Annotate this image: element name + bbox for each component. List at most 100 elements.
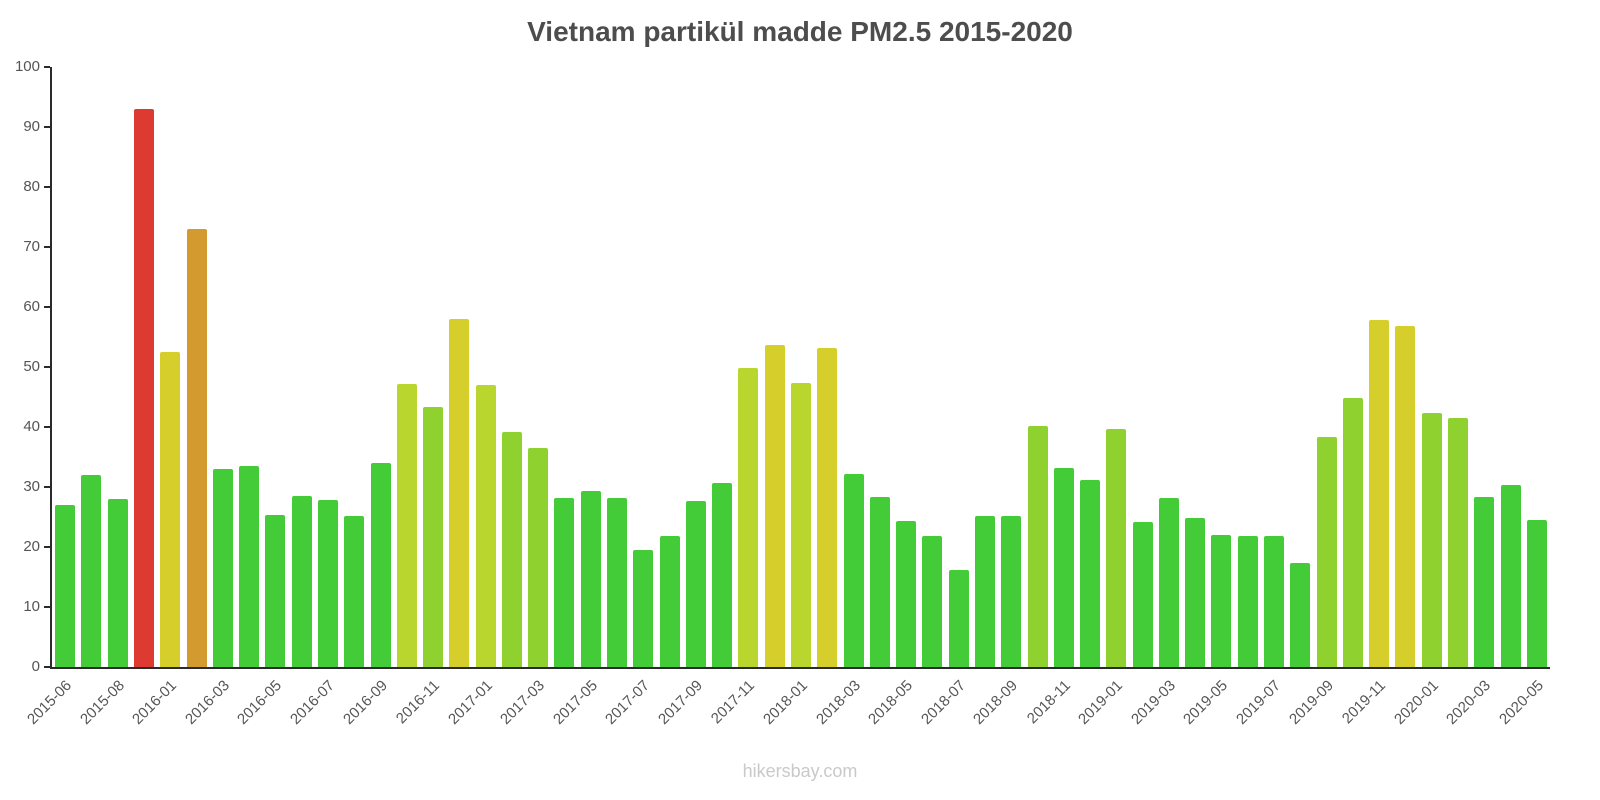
y-axis-tick-label: 100 — [14, 58, 40, 75]
y-axis-tick-label: 0 — [31, 658, 40, 675]
chart-bar — [1474, 496, 1495, 667]
chart-bar — [107, 499, 128, 667]
chart-bar — [133, 109, 154, 667]
chart-bar — [475, 385, 496, 667]
chart-bar — [239, 466, 260, 667]
x-axis-tick-label: 2016-07 — [287, 677, 338, 728]
chart-bar — [501, 431, 522, 667]
chart-bar — [1106, 428, 1127, 667]
y-axis-tick-label: 10 — [23, 598, 40, 615]
chart-bar — [791, 382, 811, 667]
chart-bar — [554, 497, 575, 667]
chart-bar — [1080, 479, 1101, 667]
chart-bar — [1185, 518, 1206, 667]
y-axis-tick-label: 80 — [23, 178, 40, 195]
y-axis-tick-label: 60 — [23, 298, 40, 315]
chart-bar — [449, 319, 470, 667]
chart-bar — [974, 515, 995, 667]
chart-bar — [1421, 412, 1442, 667]
x-axis-tick-label: 2019-03 — [1127, 677, 1179, 728]
plot-area — [50, 67, 1550, 669]
x-axis-tick-label: 2017-01 — [444, 677, 496, 728]
chart-bar — [317, 500, 338, 667]
chart-bar — [1342, 397, 1363, 667]
chart-bar — [396, 383, 417, 667]
x-axis-tick-label: 2020-01 — [1390, 677, 1442, 728]
chart-bar — [1158, 498, 1179, 667]
chart-bar — [580, 491, 601, 667]
chart-bar — [265, 515, 286, 667]
chart-bar — [1237, 536, 1258, 667]
x-axis-tick-label: 2018-05 — [865, 677, 917, 728]
chart-bar — [922, 535, 943, 667]
chart-bar — [843, 473, 864, 667]
chart-bar — [186, 229, 207, 667]
chart-bar — [817, 347, 838, 667]
chart-bar — [212, 469, 233, 667]
chart-bar — [607, 497, 628, 667]
x-axis-tick-label: 2020-05 — [1495, 677, 1547, 728]
x-axis-tick-label: 2016-01 — [129, 677, 181, 728]
chart-bar — [1053, 468, 1074, 667]
x-axis-tick-label: 2017-05 — [549, 677, 601, 728]
chart-bar — [81, 475, 102, 667]
x-axis-tick-label: 2019-07 — [1233, 677, 1285, 728]
x-axis-tick-label: 2017-03 — [497, 677, 549, 728]
chart-bar — [1395, 325, 1416, 667]
chart-bar — [738, 367, 759, 667]
y-axis-tick-label: 40 — [23, 418, 40, 435]
chart-bar — [370, 463, 391, 667]
y-axis-tick-label: 20 — [23, 538, 40, 555]
chart-bar — [1500, 484, 1521, 667]
chart-bar — [423, 407, 444, 667]
x-axis-tick-label: 2018-03 — [812, 677, 864, 728]
x-axis-tick-label: 2019-05 — [1180, 677, 1232, 728]
x-axis-tick-label: 2019-11 — [1339, 677, 1390, 728]
chart-bar — [869, 496, 890, 667]
x-axis-tick-label: 2016-09 — [339, 677, 391, 728]
chart-bar — [160, 352, 181, 667]
chart-bar — [1001, 516, 1022, 667]
x-axis-tick-label: 2016-11 — [392, 677, 444, 728]
chart-bar — [764, 344, 785, 667]
x-axis-tick-label: 2020-03 — [1443, 677, 1495, 728]
chart-bar — [633, 550, 654, 667]
x-axis-tick-label: 2019-09 — [1285, 677, 1337, 728]
x-axis-tick-label: 2019-01 — [1075, 677, 1127, 728]
watermark: hikersbay.com — [742, 761, 858, 781]
chart-bar — [528, 448, 549, 667]
chart-bar — [712, 482, 733, 667]
chart-bar — [1369, 320, 1390, 667]
x-axis-tick-label: 2018-09 — [970, 677, 1022, 728]
chart-bar — [1290, 562, 1311, 667]
chart-bar — [685, 501, 706, 667]
x-axis-tick-label: 2017-07 — [602, 677, 654, 728]
chart-bar — [1211, 535, 1232, 667]
x-axis-tick-label: 2017-09 — [654, 677, 706, 728]
chart-bar — [1264, 536, 1285, 667]
x-axis-tick-label: 2017-11 — [708, 677, 759, 728]
chart-bar — [1448, 418, 1469, 667]
x-axis-tick-label: 2016-05 — [234, 677, 286, 728]
y-axis-tick-label: 50 — [23, 358, 40, 375]
y-axis-tick-label: 90 — [23, 118, 40, 135]
y-axis-tick-label: 70 — [23, 238, 40, 255]
chart-bar — [291, 496, 312, 667]
chart-bar — [948, 570, 969, 667]
x-axis-tick-label: 2015-06 — [24, 677, 76, 728]
chart-title: Vietnam partikül madde PM2.5 2015-2020 — [527, 16, 1073, 47]
chart-bar — [1316, 436, 1337, 667]
chart-bar — [55, 505, 76, 667]
chart-bar — [896, 521, 917, 667]
x-axis-tick-label: 2018-01 — [760, 677, 812, 728]
chart-bar — [1027, 426, 1048, 667]
chart-bar — [1526, 520, 1547, 667]
chart-bar — [344, 515, 365, 667]
chart-bar — [1132, 521, 1153, 667]
x-axis-tick-label: 2015-08 — [76, 677, 128, 728]
x-axis-tick-label: 2016-03 — [181, 677, 233, 728]
y-axis-tick-label: 30 — [23, 478, 40, 495]
x-axis-tick-label: 2018-11 — [1023, 677, 1074, 728]
chart-bar — [659, 536, 680, 667]
